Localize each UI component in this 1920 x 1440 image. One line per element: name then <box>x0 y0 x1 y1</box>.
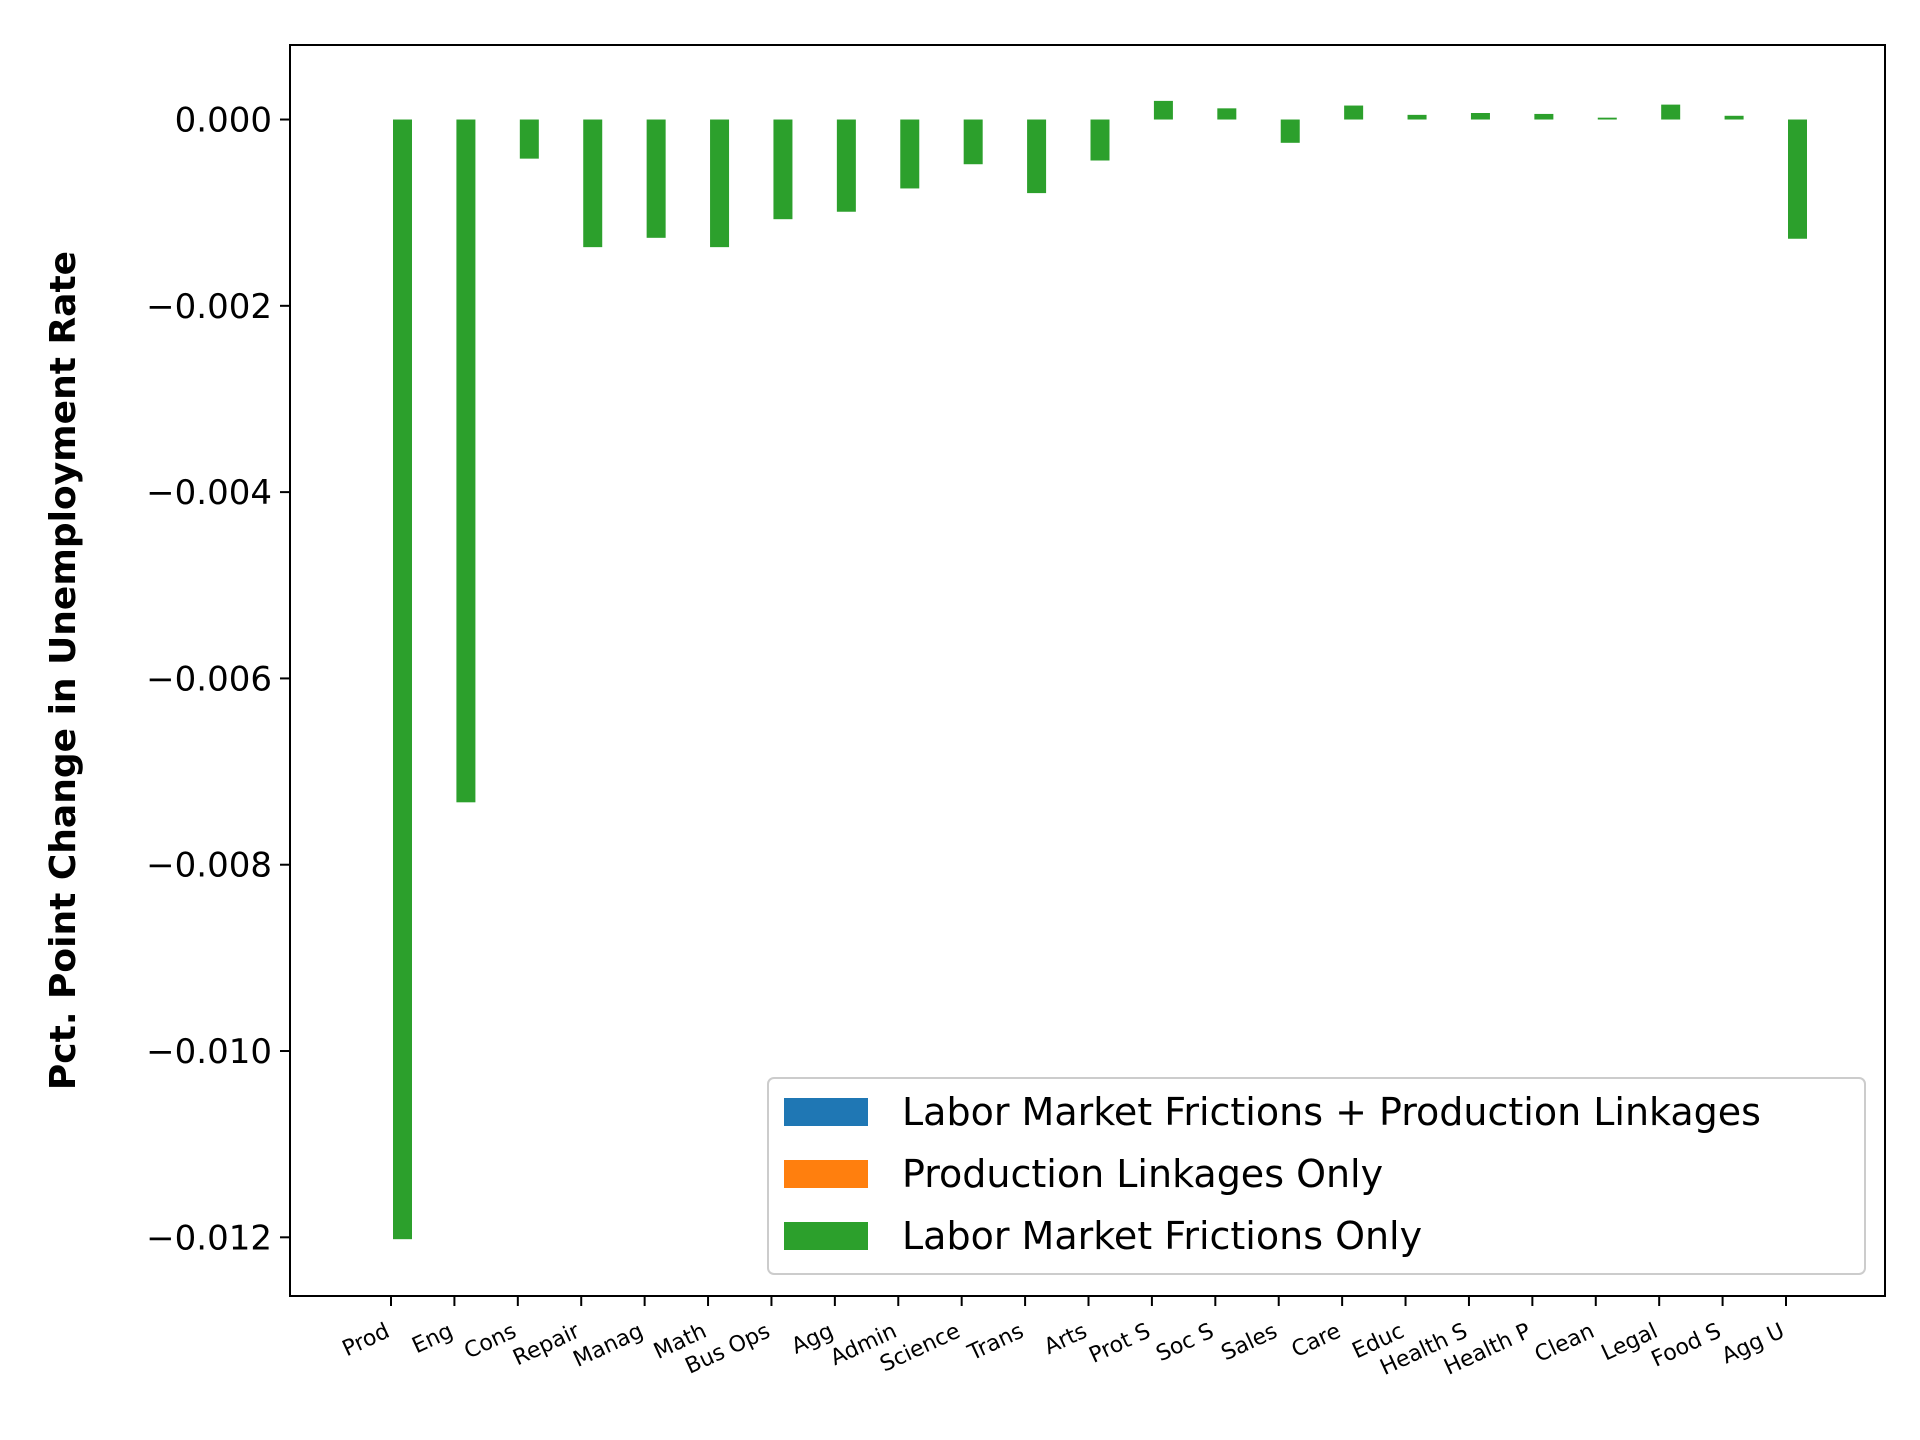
bar-arts-series-3 <box>1090 119 1110 161</box>
legend: Labor Market Frictions + Production Link… <box>767 1077 1866 1275</box>
bar-agg-series-3 <box>836 119 856 212</box>
y-tick-label: −0.004 <box>146 473 272 513</box>
bar-prot-s-series-3 <box>1153 100 1173 120</box>
x-tick-label: Clean <box>1531 1319 1598 1368</box>
bar-eng-series-3 <box>456 119 476 803</box>
bar-agg-u-series-3 <box>1788 119 1807 239</box>
bar-care-series-3 <box>1344 105 1364 120</box>
x-tick-label: Trans <box>963 1319 1027 1367</box>
x-tick-label: Soc S <box>1152 1319 1217 1367</box>
legend-swatch-3 <box>784 1222 868 1250</box>
legend-label-1: Labor Market Frictions + Production Link… <box>902 1090 1761 1134</box>
legend-label-3: Labor Market Frictions Only <box>902 1214 1422 1258</box>
bar-sales-series-3 <box>1280 119 1300 143</box>
bar-legal-series-3 <box>1661 104 1681 120</box>
x-tick-label: Food S <box>1648 1319 1725 1373</box>
legend-label-2: Production Linkages Only <box>902 1152 1383 1196</box>
x-tick-label: Agg U <box>1718 1319 1788 1370</box>
bar-science-series-3 <box>963 119 983 165</box>
bar-soc-s-series-3 <box>1217 108 1237 120</box>
y-axis-label: Pct. Point Change in Unemployment Rate <box>43 251 84 1090</box>
y-tick-label: −0.008 <box>146 846 272 886</box>
bar-admin-series-3 <box>900 119 920 189</box>
y-tick-label: −0.012 <box>146 1218 272 1258</box>
x-tick-label: Care <box>1288 1319 1345 1363</box>
bar-repair-series-3 <box>583 119 603 248</box>
x-tick-label: Sales <box>1218 1319 1282 1366</box>
legend-swatch-2 <box>784 1160 868 1188</box>
bar-manag-series-3 <box>646 119 666 238</box>
y-tick-label: −0.010 <box>146 1032 272 1072</box>
x-tick-label: Prod <box>339 1319 394 1362</box>
x-tick-label: Eng <box>408 1319 456 1359</box>
x-tick-label: Manag <box>570 1319 648 1373</box>
bar-trans-series-3 <box>1027 119 1047 194</box>
bar-math-series-3 <box>710 119 730 248</box>
legend-swatch-1 <box>784 1098 868 1126</box>
x-tick-label: Cons <box>461 1319 521 1365</box>
bar-health-s-series-3 <box>1470 113 1490 120</box>
bar-cons-series-3 <box>519 119 539 159</box>
bar-health-p-series-3 <box>1534 113 1554 120</box>
bars-layer <box>393 100 1807 1240</box>
bar-educ-series-3 <box>1407 114 1427 120</box>
x-tick-label: Repair <box>509 1318 584 1371</box>
y-tick-label: 0.000 <box>175 101 272 141</box>
x-tick-label: Prot S <box>1085 1319 1154 1369</box>
legend-box <box>767 1077 1866 1275</box>
bar-food-s-series-3 <box>1724 115 1744 120</box>
y-tick-label: −0.002 <box>146 287 272 327</box>
x-tick-label: Arts <box>1040 1319 1091 1360</box>
y-axis: 0.000 −0.002 −0.004 −0.006 −0.008 −0.010 −0.01… <box>146 101 290 1258</box>
bar-bus-ops-series-3 <box>773 119 793 220</box>
bar-prod-series-3 <box>393 119 412 1240</box>
bar-clean-series-3 <box>1597 117 1617 120</box>
y-tick-label: −0.006 <box>146 659 272 699</box>
